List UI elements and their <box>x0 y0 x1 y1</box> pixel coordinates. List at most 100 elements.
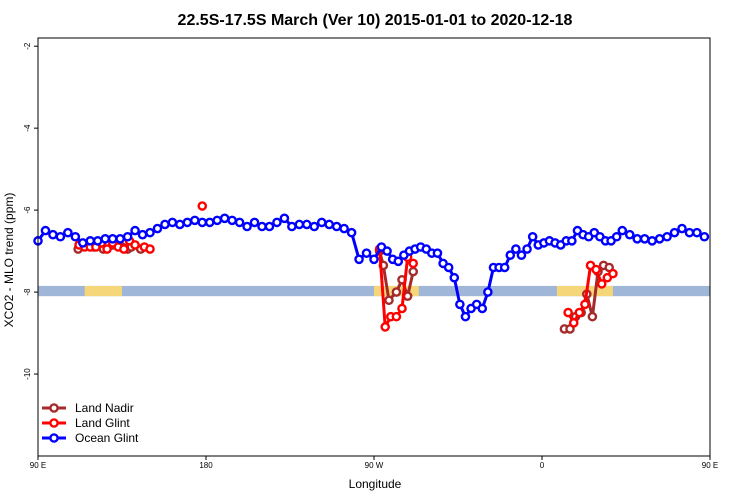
data-point-ocean-glint <box>272 217 282 228</box>
legend-label: Land Glint <box>75 416 130 430</box>
data-point-land-glint <box>596 279 607 289</box>
y-tick-label: -4 <box>23 124 32 132</box>
data-point-ocean-glint <box>527 231 538 242</box>
data-point-land-glint <box>197 201 208 211</box>
data-point-ocean-glint <box>204 217 215 228</box>
data-point-ocean-glint <box>516 250 527 260</box>
legend-item-land-nadir: Land Nadir <box>42 401 134 415</box>
data-point-ocean-glint <box>684 227 695 238</box>
legend-marker <box>49 433 59 443</box>
x-axis-ticks: 90 E 180 90 W 0 90 E <box>30 456 718 470</box>
data-point-ocean-glint <box>145 227 155 238</box>
data-point-ocean-glint <box>324 219 335 230</box>
x-tick-label: 90 W <box>365 461 384 470</box>
data-point-land-glint <box>397 303 407 314</box>
data-point-land-glint <box>568 318 579 328</box>
data-point-ocean-glint <box>48 229 58 240</box>
data-point-ocean-glint <box>309 221 320 232</box>
data-point-land-glint <box>408 258 419 269</box>
data-point-ocean-glint <box>249 217 260 228</box>
data-point-ocean-glint <box>316 217 327 228</box>
data-point-ocean-glint <box>505 250 516 260</box>
data-point-ocean-glint <box>212 215 222 226</box>
legend-item-ocean-glint: Ocean Glint <box>42 431 139 445</box>
data-point-land-glint <box>591 264 601 275</box>
data-point-land-glint <box>574 307 585 318</box>
data-point-ocean-glint <box>189 215 200 226</box>
data-point-ocean-glint <box>662 231 672 242</box>
data-point-ocean-glint <box>122 231 133 242</box>
data-point-ocean-glint <box>639 234 650 244</box>
data-point-ocean-glint <box>92 236 103 246</box>
data-point-ocean-glint <box>219 213 230 224</box>
y-tick-label: -10 <box>23 368 32 380</box>
x-tick-label: 90 E <box>702 461 718 470</box>
data-point-ocean-glint <box>654 234 665 244</box>
data-point-ocean-glint <box>331 221 342 232</box>
data-point-ocean-glint <box>107 234 118 244</box>
legend-marker <box>49 418 59 428</box>
data-point-ocean-glint <box>197 217 208 228</box>
data-point-ocean-glint <box>361 248 372 258</box>
data-point-ocean-glint <box>301 219 312 230</box>
data-point-ocean-glint <box>369 254 379 265</box>
data-point-land-glint <box>119 244 129 254</box>
data-point-ocean-glint <box>242 221 252 232</box>
data-point-ocean-glint <box>522 244 532 254</box>
data-point-ocean-glint <box>617 225 628 236</box>
data-point-ocean-glint <box>70 231 81 242</box>
data-point-ocean-glint <box>152 223 163 234</box>
data-point-ocean-glint <box>499 262 510 273</box>
data-point-ocean-glint <box>611 231 622 242</box>
data-point-ocean-glint <box>483 287 493 297</box>
x-axis-label: Longitude <box>349 477 402 491</box>
data-point-ocean-glint <box>85 236 96 246</box>
chart-title: 22.5S-17.5S March (Ver 10) 2015-01-01 to… <box>178 12 573 29</box>
y-tick-label: -2 <box>23 42 32 50</box>
series-land-glint <box>74 201 618 332</box>
data-point-ocean-glint <box>279 213 290 224</box>
y-tick-label: -8 <box>23 288 32 296</box>
data-point-land-nadir <box>587 311 598 322</box>
data-point-ocean-glint <box>567 236 577 246</box>
data-point-ocean-glint <box>669 227 680 238</box>
data-point-ocean-glint <box>167 217 178 228</box>
data-point-ocean-glint <box>511 244 521 254</box>
series-layer <box>33 201 710 334</box>
data-point-ocean-glint <box>692 227 702 238</box>
data-point-ocean-glint <box>477 303 488 314</box>
data-point-ocean-glint <box>257 221 267 232</box>
data-point-ocean-glint <box>624 229 635 240</box>
data-point-ocean-glint <box>287 221 297 232</box>
data-point-land-glint <box>563 307 573 318</box>
data-point-land-glint <box>391 311 402 322</box>
data-point-ocean-glint <box>182 217 193 228</box>
data-point-ocean-glint <box>227 215 237 226</box>
data-point-ocean-glint <box>160 219 170 230</box>
data-point-ocean-glint <box>137 229 148 240</box>
data-point-ocean-glint <box>130 225 140 236</box>
data-point-ocean-glint <box>100 234 110 244</box>
data-point-ocean-glint <box>78 238 88 248</box>
x-tick-label: 0 <box>540 461 545 470</box>
data-point-ocean-glint <box>455 299 465 310</box>
data-point-land-glint <box>102 244 112 254</box>
data-point-ocean-glint <box>647 236 657 246</box>
data-point-land-glint <box>145 244 155 254</box>
data-point-ocean-glint <box>432 248 443 258</box>
data-point-ocean-glint <box>382 246 392 256</box>
legend-label: Ocean Glint <box>75 431 139 445</box>
data-point-ocean-glint <box>115 234 125 244</box>
data-point-land-nadir <box>384 295 394 306</box>
land-band-segment <box>84 285 122 297</box>
data-point-ocean-glint <box>63 227 73 238</box>
data-point-ocean-glint <box>354 254 364 265</box>
legend-marker <box>49 403 59 413</box>
x-tick-label: 180 <box>199 461 213 470</box>
data-point-ocean-glint <box>632 234 643 244</box>
data-point-ocean-glint <box>294 219 305 230</box>
data-point-ocean-glint <box>449 272 460 283</box>
data-point-ocean-glint <box>175 219 185 230</box>
data-point-land-nadir <box>391 287 402 297</box>
